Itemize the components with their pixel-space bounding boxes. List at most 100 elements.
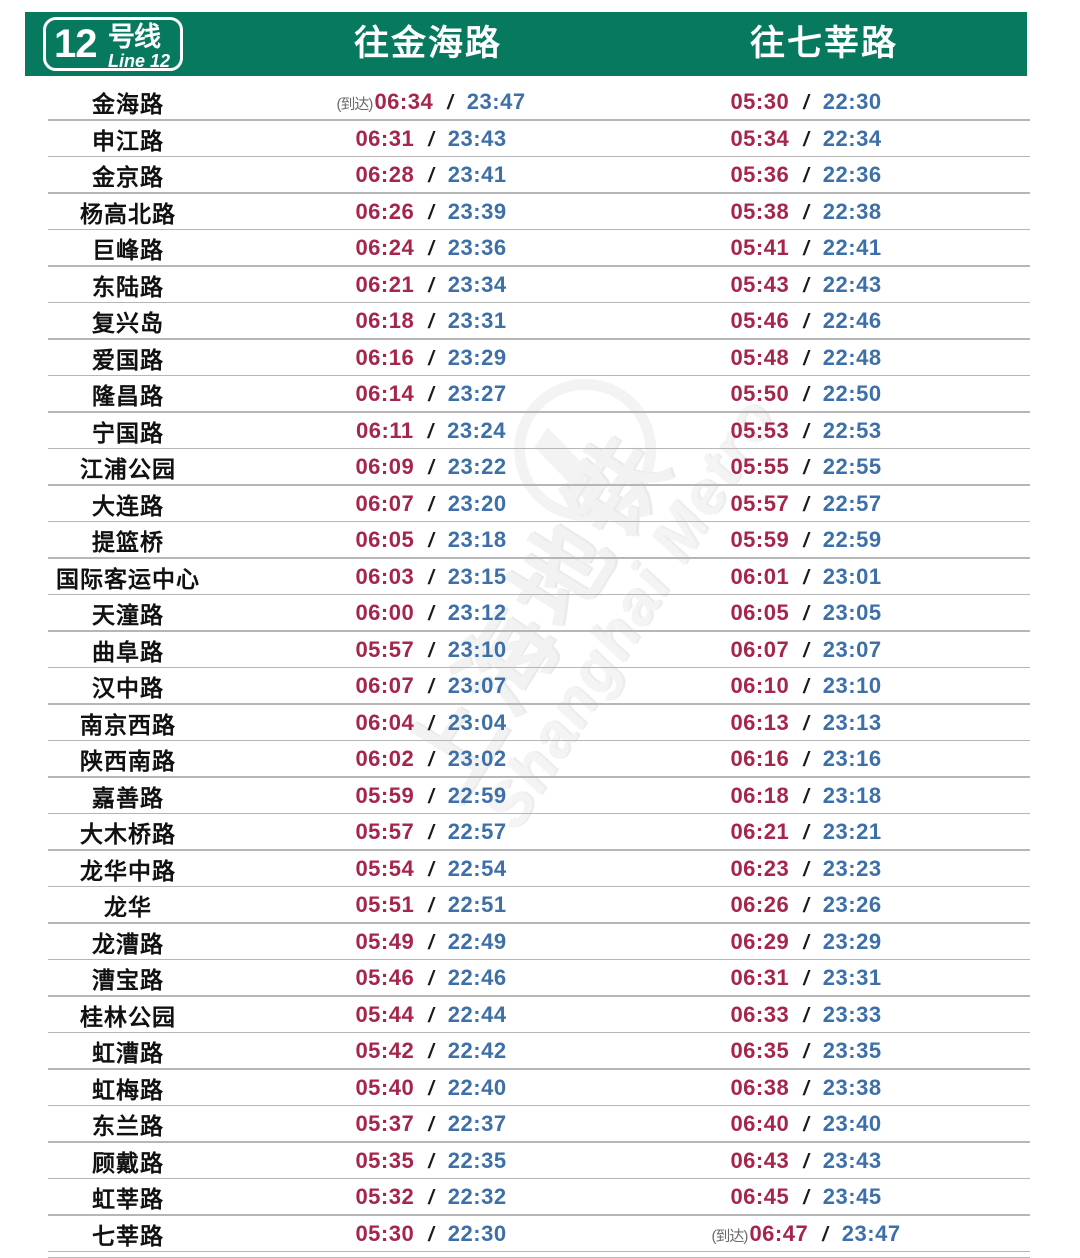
first-train-time: 05:51 <box>355 892 415 918</box>
row-separator <box>48 812 1030 814</box>
station-name: 南京西路 <box>80 711 176 738</box>
first-train-time: 05:46 <box>730 308 790 334</box>
last-train-time: 23:21 <box>822 819 882 845</box>
table-row: 申江路 06:31 / 23:43 05:34 / 22:34 <box>0 121 1080 157</box>
time-separator: / <box>803 92 809 115</box>
first-train-time: 06:26 <box>355 198 415 224</box>
first-train-time: 05:40 <box>355 1074 415 1100</box>
station-name: 七莘路 <box>92 1222 164 1249</box>
time-separator: / <box>803 530 809 553</box>
times-cell-right: 05:38 / 22:38 <box>606 199 1006 225</box>
times-cell-left: 05:30 / 22:30 <box>256 1221 606 1247</box>
last-train-time: 23:05 <box>822 600 882 626</box>
time-separator: / <box>428 165 434 188</box>
time-separator: / <box>428 238 434 261</box>
times-cell-right: 06:31 / 23:31 <box>606 965 1006 991</box>
row-separator <box>48 593 1030 595</box>
row-separator <box>48 411 1030 413</box>
time-separator: / <box>803 311 809 334</box>
time-separator: / <box>428 128 434 151</box>
row-separator <box>48 630 1030 632</box>
row-separator <box>48 265 1030 267</box>
station-name: 顾戴路 <box>92 1149 164 1176</box>
times-cell-left: 05:40 / 22:40 <box>256 1075 606 1101</box>
time-separator: / <box>803 347 809 370</box>
last-train-time: 23:27 <box>447 381 507 407</box>
time-separator: / <box>803 1114 809 1137</box>
time-separator: / <box>803 785 809 808</box>
times-cell-right: 05:30 / 22:30 <box>606 89 1006 115</box>
time-separator: / <box>803 676 809 699</box>
time-separator: / <box>428 712 434 735</box>
time-separator: / <box>803 238 809 261</box>
times-cell-left: 06:09 / 23:22 <box>256 454 606 480</box>
time-separator: / <box>803 1187 809 1210</box>
row-separator <box>48 301 1030 303</box>
first-train-time: 06:40 <box>730 1111 790 1137</box>
table-row: 龙华中路 05:54 / 22:54 06:23 / 23:23 <box>0 851 1080 887</box>
table-row: 东兰路 05:37 / 22:37 06:40 / 23:40 <box>0 1106 1080 1143</box>
first-train-time: 05:53 <box>730 417 790 443</box>
row-separator <box>48 1104 1030 1106</box>
table-row: 桂林公园 05:44 / 22:44 06:33 / 23:33 <box>0 997 1080 1033</box>
station-name: 金海路 <box>92 91 164 118</box>
station-name: 宁国路 <box>92 419 164 446</box>
first-train-time: 05:43 <box>730 271 790 297</box>
times-cell-left: 06:31 / 23:43 <box>256 126 606 152</box>
table-row: 龙漕路 05:49 / 22:49 06:29 / 23:29 <box>0 924 1080 960</box>
last-train-time: 23:45 <box>822 1184 882 1210</box>
timetable-header: 12 号线 Line 12 往金海路 往七莘路 <box>25 12 1027 76</box>
time-separator: / <box>428 1041 434 1064</box>
last-train-time: 23:39 <box>447 198 507 224</box>
arrival-note: (到达) <box>336 96 373 114</box>
table-row: 天潼路 06:00 / 23:12 06:05 / 23:05 <box>0 595 1080 632</box>
times-cell-right: 05:59 / 22:59 <box>606 527 1006 553</box>
table-row: 嘉善路 05:59 / 22:59 06:18 / 23:18 <box>0 778 1080 814</box>
station-name: 杨高北路 <box>80 200 176 227</box>
table-row: 虹漕路 05:42 / 22:42 06:35 / 23:35 <box>0 1033 1080 1070</box>
last-train-time: 22:44 <box>447 1001 507 1027</box>
last-train-time: 22:41 <box>822 235 882 261</box>
row-separator <box>48 520 1030 522</box>
last-train-time: 23:02 <box>447 746 507 772</box>
table-row: 漕宝路 05:46 / 22:46 06:31 / 23:31 <box>0 960 1080 997</box>
first-train-time: 05:57 <box>355 819 415 845</box>
last-train-time: 22:35 <box>447 1147 507 1173</box>
times-cell-right: 06:10 / 23:10 <box>606 673 1006 699</box>
last-train-time: 23:23 <box>822 855 882 881</box>
table-row: 虹莘路 05:32 / 22:32 06:45 / 23:45 <box>0 1179 1080 1216</box>
row-separator <box>48 155 1030 157</box>
last-train-time: 22:30 <box>447 1220 507 1246</box>
times-cell-left: 06:04 / 23:04 <box>256 710 606 736</box>
times-cell-right: 05:36 / 22:36 <box>606 162 1006 188</box>
first-train-time: 05:49 <box>355 928 415 954</box>
last-train-time: 23:24 <box>447 417 506 443</box>
time-separator: / <box>803 1077 809 1100</box>
time-separator: / <box>428 1223 434 1246</box>
table-row: 爱国路 06:16 / 23:29 05:48 / 22:48 <box>0 340 1080 376</box>
times-cell-left: 06:03 / 23:15 <box>256 564 606 590</box>
time-separator: / <box>428 311 434 334</box>
time-separator: / <box>803 931 809 954</box>
table-row: 龙华 05:51 / 22:51 06:26 / 23:26 <box>0 887 1080 924</box>
last-train-time: 23:01 <box>822 563 882 589</box>
first-train-time: 05:38 <box>730 198 790 224</box>
row-separator <box>48 1177 1030 1179</box>
last-train-time: 23:40 <box>822 1111 882 1137</box>
times-cell-left: 06:16 / 23:29 <box>256 345 606 371</box>
time-separator: / <box>428 347 434 370</box>
first-train-time: 06:05 <box>730 600 790 626</box>
last-train-time: 23:22 <box>447 454 507 480</box>
row-separator <box>48 958 1030 960</box>
row-separator <box>48 922 1030 924</box>
time-separator: / <box>428 530 434 553</box>
last-train-time: 22:50 <box>822 381 882 407</box>
times-cell-left: 06:07 / 23:20 <box>256 491 606 517</box>
row-separator <box>48 557 1030 559</box>
time-separator: / <box>803 128 809 151</box>
first-train-time: 06:34 <box>374 89 434 115</box>
row-separator <box>48 484 1030 486</box>
first-train-time: 06:11 <box>356 417 414 443</box>
time-separator: / <box>428 1114 434 1137</box>
